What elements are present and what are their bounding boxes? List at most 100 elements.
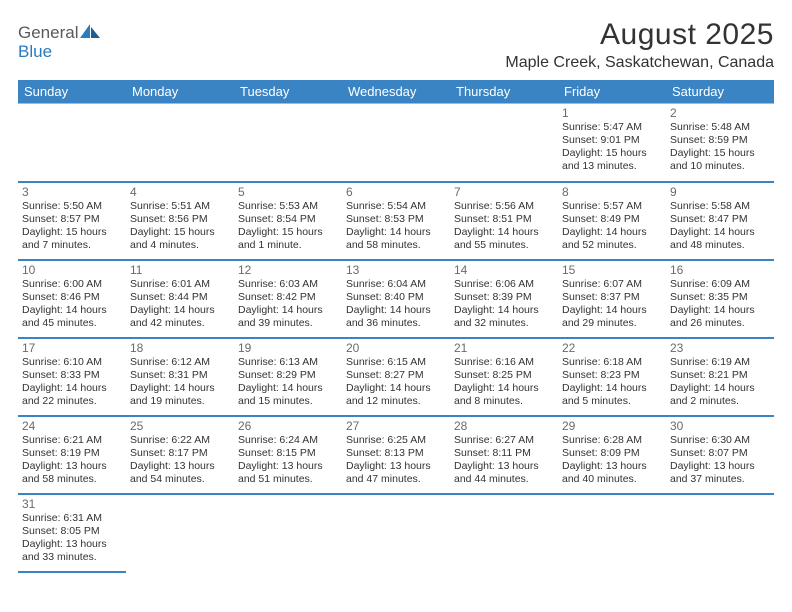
calendar-row: 31Sunrise: 6:31 AMSunset: 8:05 PMDayligh… (18, 494, 774, 572)
day-number: 7 (454, 185, 554, 199)
title-block: August 2025 Maple Creek, Saskatchewan, C… (505, 18, 774, 72)
sunset-text: Sunset: 8:51 PM (454, 213, 554, 226)
sunset-text: Sunset: 8:35 PM (670, 291, 770, 304)
daylight-text: Daylight: 15 hours and 4 minutes. (130, 226, 230, 252)
calendar-cell: 10Sunrise: 6:00 AMSunset: 8:46 PMDayligh… (18, 260, 126, 338)
day-number: 18 (130, 341, 230, 355)
daylight-text: Daylight: 13 hours and 51 minutes. (238, 460, 338, 486)
daylight-text: Daylight: 13 hours and 33 minutes. (22, 538, 122, 564)
calendar-row: 1Sunrise: 5:47 AMSunset: 9:01 PMDaylight… (18, 104, 774, 182)
calendar-cell: 7Sunrise: 5:56 AMSunset: 8:51 PMDaylight… (450, 182, 558, 260)
sunset-text: Sunset: 8:57 PM (22, 213, 122, 226)
day-info: Sunrise: 6:07 AMSunset: 8:37 PMDaylight:… (562, 278, 662, 331)
day-info: Sunrise: 5:56 AMSunset: 8:51 PMDaylight:… (454, 200, 554, 253)
sunrise-text: Sunrise: 5:57 AM (562, 200, 662, 213)
day-number: 31 (22, 497, 122, 511)
day-info: Sunrise: 6:06 AMSunset: 8:39 PMDaylight:… (454, 278, 554, 331)
calendar-table: SundayMondayTuesdayWednesdayThursdayFrid… (18, 80, 774, 573)
daylight-text: Daylight: 14 hours and 36 minutes. (346, 304, 446, 330)
day-info: Sunrise: 6:22 AMSunset: 8:17 PMDaylight:… (130, 434, 230, 487)
weekday-header: Monday (126, 80, 234, 104)
sunrise-text: Sunrise: 6:27 AM (454, 434, 554, 447)
sunset-text: Sunset: 8:56 PM (130, 213, 230, 226)
calendar-cell: 20Sunrise: 6:15 AMSunset: 8:27 PMDayligh… (342, 338, 450, 416)
weekday-header: Saturday (666, 80, 774, 104)
sunrise-text: Sunrise: 6:15 AM (346, 356, 446, 369)
calendar-cell: 11Sunrise: 6:01 AMSunset: 8:44 PMDayligh… (126, 260, 234, 338)
day-info: Sunrise: 6:01 AMSunset: 8:44 PMDaylight:… (130, 278, 230, 331)
sunrise-text: Sunrise: 6:18 AM (562, 356, 662, 369)
daylight-text: Daylight: 13 hours and 54 minutes. (130, 460, 230, 486)
daylight-text: Daylight: 13 hours and 37 minutes. (670, 460, 770, 486)
day-number: 13 (346, 263, 446, 277)
day-number: 8 (562, 185, 662, 199)
sunrise-text: Sunrise: 6:28 AM (562, 434, 662, 447)
day-info: Sunrise: 6:28 AMSunset: 8:09 PMDaylight:… (562, 434, 662, 487)
sunrise-text: Sunrise: 6:16 AM (454, 356, 554, 369)
sunrise-text: Sunrise: 6:13 AM (238, 356, 338, 369)
sunset-text: Sunset: 8:54 PM (238, 213, 338, 226)
daylight-text: Daylight: 13 hours and 44 minutes. (454, 460, 554, 486)
day-info: Sunrise: 6:16 AMSunset: 8:25 PMDaylight:… (454, 356, 554, 409)
calendar-cell: 30Sunrise: 6:30 AMSunset: 8:07 PMDayligh… (666, 416, 774, 494)
sunset-text: Sunset: 8:09 PM (562, 447, 662, 460)
sunset-text: Sunset: 8:33 PM (22, 369, 122, 382)
sunset-text: Sunset: 8:27 PM (346, 369, 446, 382)
sunrise-text: Sunrise: 6:31 AM (22, 512, 122, 525)
day-info: Sunrise: 6:31 AMSunset: 8:05 PMDaylight:… (22, 512, 122, 565)
weekday-header: Thursday (450, 80, 558, 104)
day-info: Sunrise: 6:24 AMSunset: 8:15 PMDaylight:… (238, 434, 338, 487)
calendar-cell: 24Sunrise: 6:21 AMSunset: 8:19 PMDayligh… (18, 416, 126, 494)
calendar-cell (450, 104, 558, 182)
weekday-header: Friday (558, 80, 666, 104)
sunrise-text: Sunrise: 6:25 AM (346, 434, 446, 447)
day-number: 21 (454, 341, 554, 355)
brand-logo: GeneralBlue (18, 18, 102, 60)
day-info: Sunrise: 6:21 AMSunset: 8:19 PMDaylight:… (22, 434, 122, 487)
day-number: 9 (670, 185, 770, 199)
day-info: Sunrise: 6:13 AMSunset: 8:29 PMDaylight:… (238, 356, 338, 409)
day-info: Sunrise: 6:19 AMSunset: 8:21 PMDaylight:… (670, 356, 770, 409)
weekday-header: Sunday (18, 80, 126, 104)
page-title: August 2025 (505, 18, 774, 52)
day-info: Sunrise: 5:54 AMSunset: 8:53 PMDaylight:… (346, 200, 446, 253)
daylight-text: Daylight: 14 hours and 29 minutes. (562, 304, 662, 330)
daylight-text: Daylight: 14 hours and 42 minutes. (130, 304, 230, 330)
calendar-cell (18, 104, 126, 182)
day-number: 5 (238, 185, 338, 199)
calendar-cell: 12Sunrise: 6:03 AMSunset: 8:42 PMDayligh… (234, 260, 342, 338)
calendar-row: 10Sunrise: 6:00 AMSunset: 8:46 PMDayligh… (18, 260, 774, 338)
calendar-cell: 31Sunrise: 6:31 AMSunset: 8:05 PMDayligh… (18, 494, 126, 572)
calendar-cell: 4Sunrise: 5:51 AMSunset: 8:56 PMDaylight… (126, 182, 234, 260)
weekday-header-row: SundayMondayTuesdayWednesdayThursdayFrid… (18, 80, 774, 104)
day-number: 2 (670, 106, 770, 120)
sunset-text: Sunset: 8:46 PM (22, 291, 122, 304)
day-info: Sunrise: 6:12 AMSunset: 8:31 PMDaylight:… (130, 356, 230, 409)
daylight-text: Daylight: 13 hours and 47 minutes. (346, 460, 446, 486)
sunrise-text: Sunrise: 6:03 AM (238, 278, 338, 291)
brand-part1: General (18, 23, 78, 42)
sunset-text: Sunset: 8:53 PM (346, 213, 446, 226)
day-number: 11 (130, 263, 230, 277)
daylight-text: Daylight: 15 hours and 1 minute. (238, 226, 338, 252)
daylight-text: Daylight: 14 hours and 5 minutes. (562, 382, 662, 408)
day-info: Sunrise: 6:09 AMSunset: 8:35 PMDaylight:… (670, 278, 770, 331)
sunset-text: Sunset: 8:31 PM (130, 369, 230, 382)
day-number: 15 (562, 263, 662, 277)
calendar-cell (126, 104, 234, 182)
day-info: Sunrise: 5:51 AMSunset: 8:56 PMDaylight:… (130, 200, 230, 253)
calendar-cell (666, 494, 774, 572)
daylight-text: Daylight: 14 hours and 32 minutes. (454, 304, 554, 330)
day-info: Sunrise: 5:47 AMSunset: 9:01 PMDaylight:… (562, 121, 662, 174)
daylight-text: Daylight: 14 hours and 58 minutes. (346, 226, 446, 252)
day-info: Sunrise: 6:10 AMSunset: 8:33 PMDaylight:… (22, 356, 122, 409)
sunset-text: Sunset: 8:19 PM (22, 447, 122, 460)
header: GeneralBlue August 2025 Maple Creek, Sas… (18, 18, 774, 72)
calendar-cell: 23Sunrise: 6:19 AMSunset: 8:21 PMDayligh… (666, 338, 774, 416)
day-number: 12 (238, 263, 338, 277)
sunset-text: Sunset: 8:11 PM (454, 447, 554, 460)
sunrise-text: Sunrise: 5:53 AM (238, 200, 338, 213)
day-number: 19 (238, 341, 338, 355)
calendar-body: 1Sunrise: 5:47 AMSunset: 9:01 PMDaylight… (18, 104, 774, 572)
sunset-text: Sunset: 8:07 PM (670, 447, 770, 460)
